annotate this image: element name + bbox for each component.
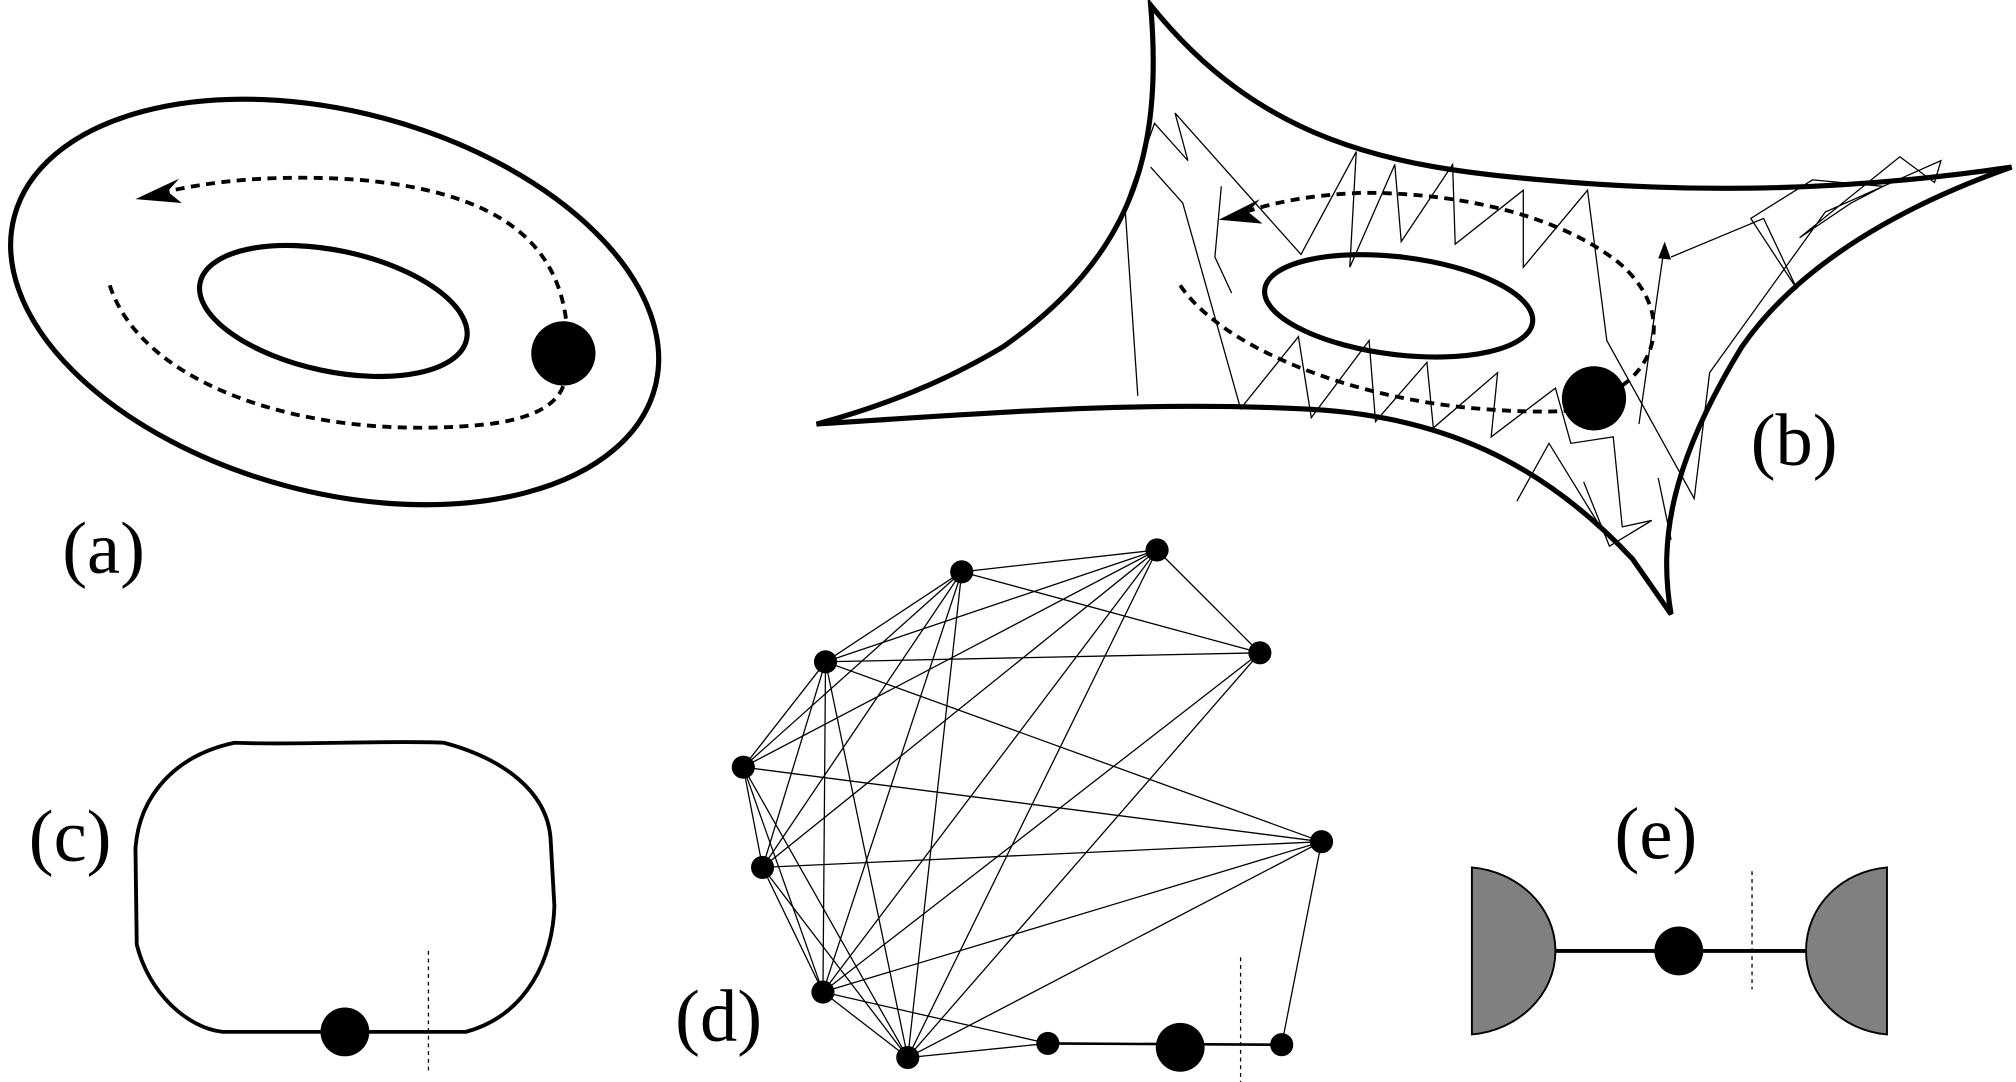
graph-node — [731, 755, 755, 779]
graph-nodes-d — [731, 538, 1334, 1072]
graph-node — [896, 1046, 920, 1070]
panel-label-a: (a) — [62, 508, 145, 590]
graph-node — [1145, 538, 1169, 562]
graph-node — [813, 650, 838, 674]
panel-label-b: (b) — [1751, 400, 1838, 482]
particle-e — [1654, 926, 1704, 976]
graph-node — [1036, 1031, 1060, 1056]
outer-boundary-a — [8, 96, 662, 508]
particle-d — [1155, 1022, 1205, 1072]
panel-e: (e) — [1470, 793, 1888, 1036]
orbit-arrow-path-b — [1243, 190, 1656, 388]
orbit-arrow-path-a — [167, 175, 568, 319]
panel-a: (a) — [8, 96, 662, 590]
graph-node — [1248, 641, 1272, 665]
panel-b: (b) — [815, 0, 2013, 616]
inner-obstacle-b — [1262, 252, 1536, 360]
panel-c: (c) — [29, 740, 557, 1074]
graph-node — [1270, 1033, 1294, 1057]
right-cap-e — [1805, 866, 1888, 1036]
graph-node — [950, 560, 974, 584]
graph-node — [811, 980, 835, 1004]
arrowhead-icon-b — [1218, 199, 1263, 224]
left-cap-e — [1470, 866, 1557, 1036]
particle-c — [320, 1007, 370, 1057]
orbit-path-b — [1178, 284, 1585, 414]
particle-b — [1561, 366, 1627, 431]
graph-node — [750, 855, 775, 879]
graph-edges-d — [742, 549, 1323, 1059]
panel-label-e: (e) — [1615, 793, 1698, 875]
particle-a — [531, 321, 596, 386]
graph-node — [1309, 830, 1334, 854]
orbit-path-a — [107, 284, 566, 430]
panel-label-c: (c) — [29, 796, 112, 878]
inner-obstacle-a — [196, 242, 470, 380]
arrowhead-icon-a — [135, 178, 182, 204]
panel-label-d: (d) — [675, 976, 762, 1058]
outer-boundary-b — [815, 0, 2013, 616]
boundary-c — [133, 740, 557, 1034]
panel-d: (d) — [675, 538, 1334, 1082]
